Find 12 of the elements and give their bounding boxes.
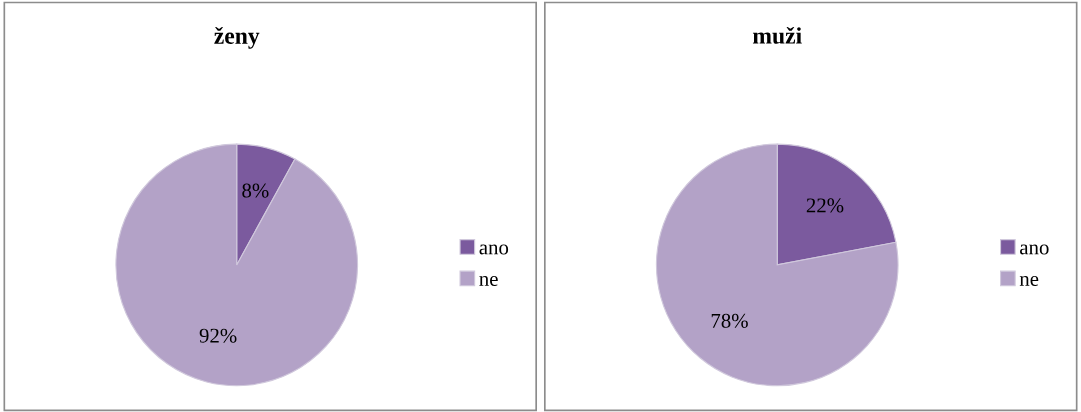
- pie-slice: [655, 143, 899, 387]
- data-label: 8%: [242, 183, 269, 198]
- data-label: 92%: [199, 328, 237, 343]
- data-label: 22%: [806, 198, 844, 213]
- chart-title: muži: [752, 26, 802, 44]
- legend-label: ne: [479, 275, 498, 286]
- legend-label: ne: [1019, 275, 1039, 286]
- legend-label: ano: [1020, 244, 1049, 255]
- pie-slice: [115, 143, 359, 387]
- legend-label: ano: [479, 244, 509, 255]
- chart-title: ženy: [214, 27, 260, 49]
- data-label: 78%: [711, 313, 748, 328]
